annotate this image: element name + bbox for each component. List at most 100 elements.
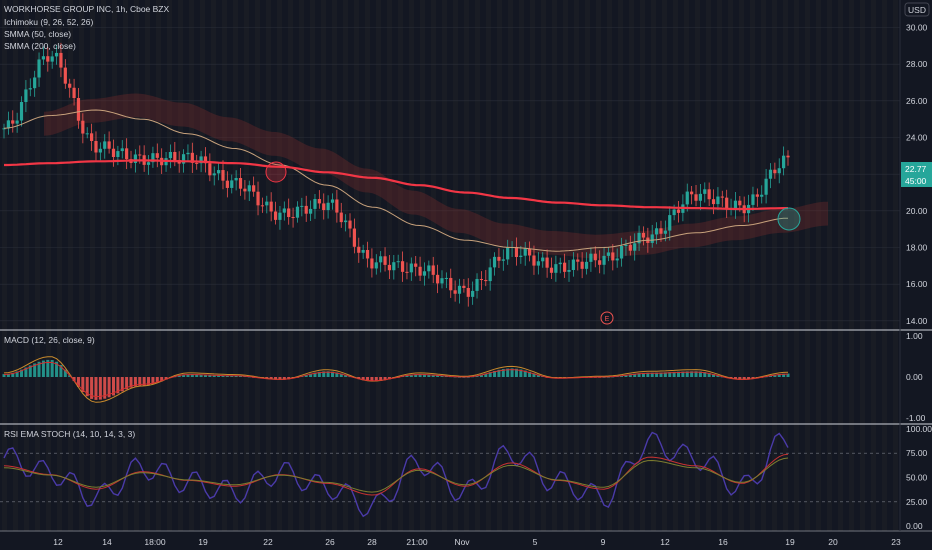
- candle-body: [234, 177, 238, 181]
- macd-bar: [125, 377, 129, 390]
- macd-bar: [738, 377, 742, 380]
- candle-body: [392, 262, 396, 271]
- candle-body: [637, 232, 641, 244]
- candle-body: [330, 199, 335, 203]
- candle-body: [602, 255, 606, 265]
- macd-bar: [322, 371, 326, 377]
- macd-bar: [418, 374, 422, 377]
- legend-symbol[interactable]: WORKHORSE GROUP INC, 1h, Cboe BZX: [4, 4, 169, 14]
- earnings-marker[interactable]: E: [600, 311, 614, 325]
- candle-body: [304, 205, 308, 214]
- macd-bar: [103, 377, 107, 399]
- macd-bar: [536, 374, 540, 377]
- macd-bar: [335, 372, 339, 377]
- candle-body: [733, 200, 738, 209]
- smma-50-line: [3, 109, 789, 252]
- session-band: [343, 0, 348, 531]
- candle-body: [181, 154, 186, 164]
- candle-body: [567, 269, 571, 272]
- legend-ichimoku[interactable]: Ichimoku (9, 26, 52, 26): [4, 17, 93, 27]
- candle-body: [50, 56, 54, 62]
- session-band: [288, 0, 293, 531]
- y-tick-label: 30.00: [906, 23, 928, 33]
- x-tick-label: 22: [263, 537, 273, 547]
- rsi-stoch-title[interactable]: RSI EMA STOCH (14, 10, 14, 3, 3): [4, 429, 135, 439]
- candle-body: [252, 185, 256, 192]
- candle-body: [514, 246, 519, 257]
- candle-body: [541, 257, 545, 262]
- price-pane[interactable]: E: [2, 42, 828, 325]
- macd-bar: [646, 372, 650, 377]
- session-band: [233, 0, 238, 531]
- candle-body: [598, 260, 602, 265]
- candle-body: [563, 262, 567, 272]
- candle-body: [352, 228, 356, 247]
- candle-body: [273, 211, 278, 220]
- legend-smma50[interactable]: SMMA (50, close): [4, 29, 71, 39]
- macd-bar: [655, 372, 659, 377]
- candle-body: [300, 205, 304, 207]
- macd-bar: [488, 372, 492, 377]
- macd-axis[interactable]: 1.00 0.00 -1.00: [906, 331, 926, 423]
- candle-body: [98, 148, 102, 153]
- candle-body: [348, 220, 352, 229]
- macd-bar: [37, 361, 41, 377]
- time-axis[interactable]: 12 14 18:00 19 22 26 28 21:00 Nov 5 9 12 16 19 20 23: [53, 537, 901, 547]
- candle-body: [611, 252, 615, 261]
- candle-body: [238, 177, 243, 189]
- candle-body: [405, 271, 409, 273]
- macd-bar: [528, 371, 532, 377]
- x-tick-label: 19: [198, 537, 208, 547]
- macd-bar: [116, 377, 120, 394]
- candle-body: [19, 102, 24, 121]
- session-band: [486, 0, 491, 531]
- candle-body: [265, 201, 269, 206]
- macd-title[interactable]: MACD (12, 26, close, 9): [4, 335, 95, 345]
- candle-body: [484, 280, 488, 282]
- legend-smma200[interactable]: SMMA (200, close): [4, 41, 76, 51]
- session-band: [90, 0, 95, 531]
- macd-bar: [221, 375, 225, 377]
- macd-bar: [15, 371, 19, 377]
- macd-bar: [782, 373, 786, 377]
- candle-body: [212, 173, 216, 176]
- macd-bar: [20, 369, 24, 377]
- macd-bar: [379, 377, 383, 381]
- price-legend[interactable]: WORKHORSE GROUP INC, 1h, Cboe BZX Ichimo…: [4, 4, 169, 51]
- session-band: [299, 0, 304, 531]
- candle-body: [589, 253, 593, 262]
- session-band: [475, 0, 480, 531]
- candle-body: [138, 154, 142, 156]
- candle-body: [768, 169, 773, 179]
- candle-body: [536, 261, 540, 266]
- currency-button[interactable]: USD: [904, 2, 930, 17]
- candle-body: [738, 200, 742, 206]
- macd-bar: [182, 374, 186, 377]
- session-band: [497, 0, 502, 531]
- session-band: [728, 0, 733, 531]
- session-band: [761, 0, 766, 531]
- candle-body: [698, 193, 703, 201]
- session-band: [134, 0, 139, 531]
- x-tick-label: 28: [367, 537, 377, 547]
- candle-body: [68, 83, 72, 88]
- session-band: [739, 0, 744, 531]
- session-band: [772, 0, 777, 531]
- candle-body: [168, 151, 173, 159]
- macd-bar: [94, 377, 98, 400]
- session-band: [277, 0, 282, 531]
- rsi-axis[interactable]: 100.00 75.00 50.00 25.00 0.00: [906, 424, 932, 531]
- candle-body: [221, 170, 225, 181]
- macd-bar: [129, 377, 133, 388]
- candle-body: [361, 249, 365, 253]
- macd-pane[interactable]: [2, 356, 790, 403]
- rsi-stoch-pane[interactable]: [3, 431, 789, 518]
- session-band: [596, 0, 601, 531]
- x-tick-label: 5: [533, 537, 538, 547]
- candle-body: [619, 246, 624, 259]
- candle-body: [199, 156, 203, 164]
- macd-bar: [190, 374, 194, 377]
- session-band: [244, 0, 249, 531]
- candle-body: [217, 170, 221, 174]
